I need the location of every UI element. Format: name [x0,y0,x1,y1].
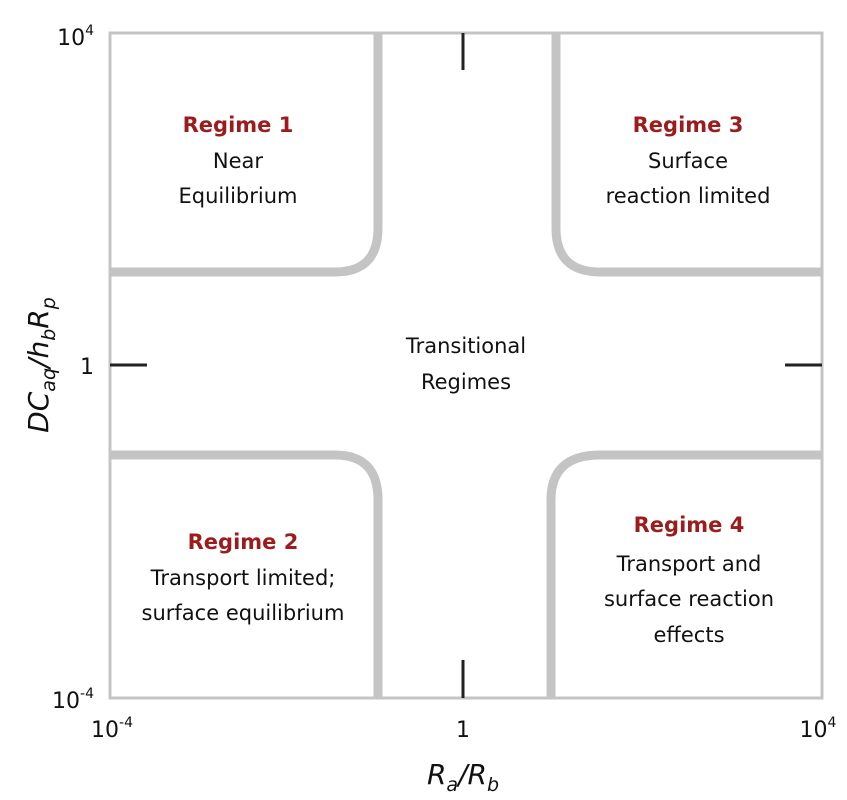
regime-boundaries [110,33,822,698]
boundary-regime3 [551,33,822,277]
regime3-line2: reaction limited [606,184,771,208]
regime4-region: Regime 4 Transport and surface reaction … [604,513,774,647]
regime1-title: Regime 1 [183,113,294,137]
regime2-line1: Transport limited; [150,566,336,590]
regime1-line1: Near [213,149,263,173]
x-tick-label-left: 10-4 [91,715,133,743]
regime1-region: Regime 1 Near Equilibrium [179,113,298,208]
plot-frame [108,31,824,700]
y-tick-label-top: 104 [57,23,94,51]
x-axis-label: Ra/Rb [427,758,499,796]
boundary-regime4 [546,450,822,698]
regime2-title: Regime 2 [188,530,299,554]
boundary-regime1 [110,33,383,277]
regime2-region: Regime 2 Transport limited; surface equi… [142,530,345,625]
tick-marks [110,33,822,698]
regime1-line2: Equilibrium [179,184,298,208]
y-tick-label-bottom: 10-4 [52,686,94,714]
regime4-line1: Transport and [616,552,762,576]
regime4-title: Regime 4 [634,513,745,537]
y-tick-label-middle: 1 [80,355,94,380]
x-tick-label-middle: 1 [456,718,470,743]
y-axis-label: DCaq/hbRp [22,297,60,433]
transitional-region: Transitional Regimes [405,334,526,394]
transitional-line1: Transitional [405,334,526,358]
transitional-line2: Regimes [421,370,511,394]
boundary-regime2 [110,450,383,698]
regime4-line2: surface reaction [604,587,774,611]
regime2-line2: surface equilibrium [142,601,345,625]
regime3-region: Regime 3 Surface reaction limited [606,113,771,208]
x-tick-label-right: 104 [800,715,837,743]
regime4-line3: effects [653,623,724,647]
regime3-title: Regime 3 [633,113,744,137]
regime3-line1: Surface [648,149,728,173]
